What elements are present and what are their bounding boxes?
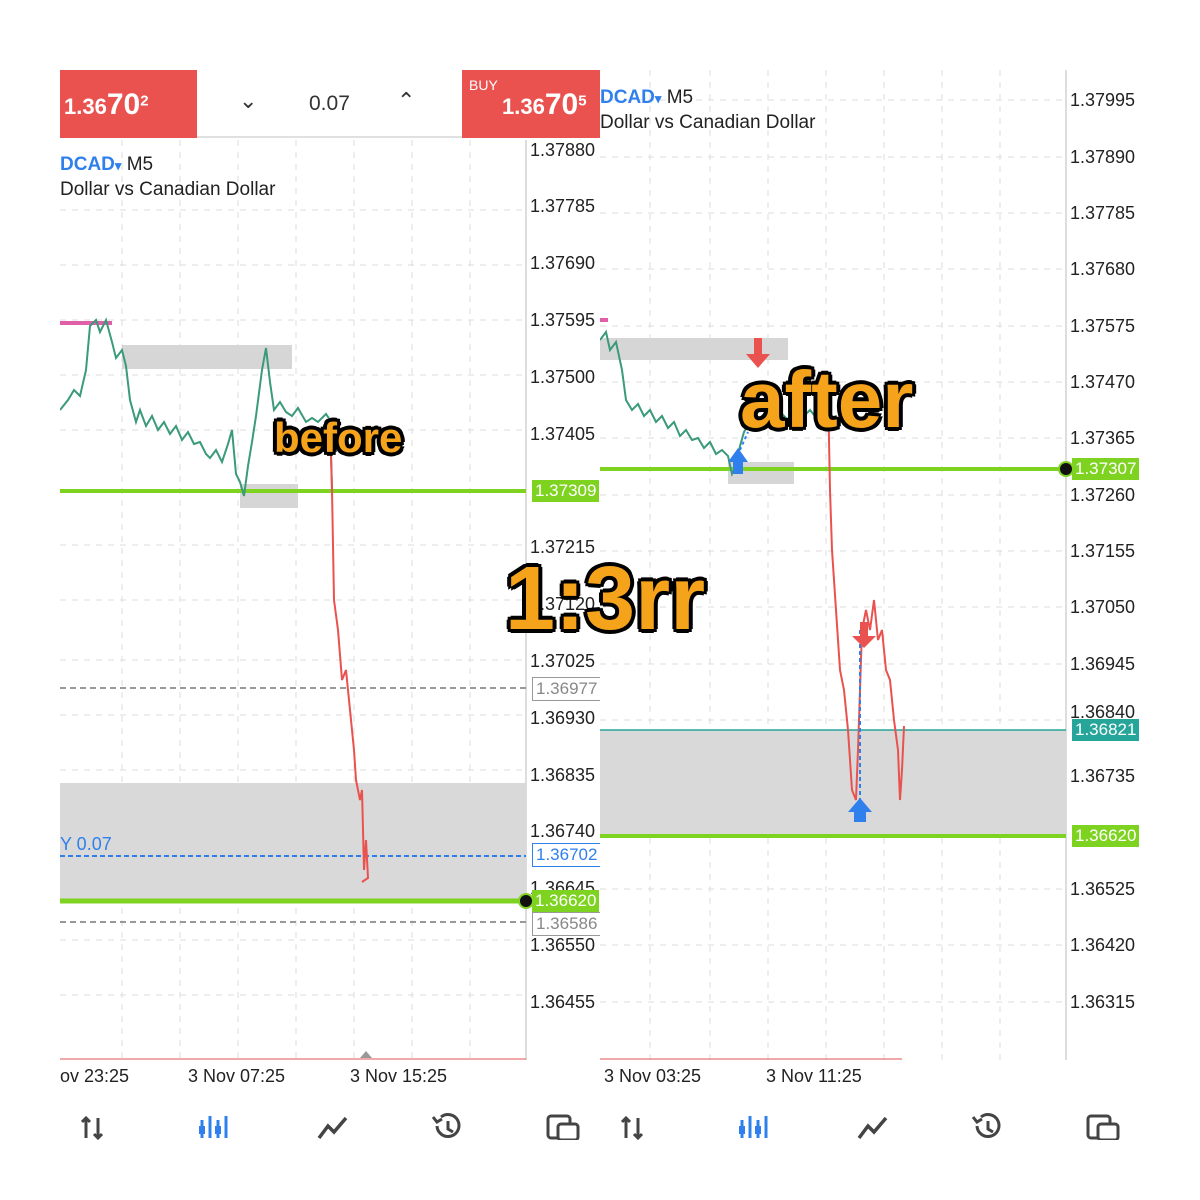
grid — [60, 140, 526, 1060]
supply-zone — [600, 338, 788, 360]
chart-icon[interactable] — [196, 1112, 230, 1140]
timeframe: M5 — [126, 154, 154, 175]
y-tick: 1.37785 — [1070, 203, 1136, 223]
y-tick: 1.36735 — [1070, 766, 1136, 786]
buy-arrow-icon — [728, 448, 748, 474]
stop-loss-price-tag: 1.37307 — [1072, 458, 1140, 480]
y-tick: 1.36930 — [530, 708, 596, 728]
sell-arrow-icon — [746, 338, 770, 368]
y-tick: 1.36455 — [530, 992, 596, 1012]
y-tick: 1.36420 — [1070, 935, 1136, 955]
demand-zone — [240, 484, 298, 508]
x-tick: 3 Nov 03:25 — [604, 1066, 702, 1086]
y-tick: 1.37785 — [530, 196, 596, 216]
target-zone — [600, 730, 1066, 836]
price-series — [600, 329, 833, 477]
y-tick: 1.37050 — [1070, 597, 1136, 617]
after-caption: after — [740, 355, 914, 444]
y-tick: 1.37890 — [1070, 147, 1136, 167]
x-tick: 3 Nov 11:25 — [766, 1066, 862, 1086]
y-tick: 1.37690 — [530, 253, 596, 273]
stop-loss-handle[interactable] — [1058, 461, 1074, 477]
chart-canvas-after[interactable] — [600, 70, 1140, 1140]
y-tick: 1.37995 — [1070, 90, 1136, 110]
before-caption: before — [274, 414, 403, 461]
x-tick: ov 23:25 — [60, 1066, 130, 1086]
y-tick: 1.36525 — [1070, 879, 1136, 899]
drop-series — [827, 389, 905, 801]
symbol-description: Dollar vs Canadian Dollar — [60, 179, 276, 200]
timeframe: M5 — [666, 87, 694, 108]
order-price-tag: 1.36702 — [532, 843, 600, 867]
volume-box: ⌄ 0.07 ⌃ — [197, 70, 462, 138]
order-label[interactable]: Y 0.07 — [60, 834, 112, 854]
risk-reward-caption: 1:3rr — [505, 549, 706, 649]
y-tick: 1.37155 — [1070, 541, 1136, 561]
take-profit-price-tag: 1.36620 — [1072, 825, 1140, 847]
sell-arrow-icon — [852, 622, 876, 648]
trade-bar: 1.36702 ⌄ 0.07 ⌃ BUY 1.36705 — [60, 70, 600, 138]
bottom-nav — [60, 1112, 600, 1140]
symbol-description: Dollar vs Canadian Dollar — [600, 112, 816, 133]
volume-increase-icon[interactable]: ⌃ — [397, 88, 416, 113]
grid — [600, 70, 1066, 1060]
take-profit-price-tag: 1.36620 — [532, 890, 600, 912]
close-price-tag: 1.36821 — [1072, 719, 1140, 741]
buy-button[interactable]: BUY 1.36705 — [462, 70, 600, 138]
y-tick: 1.37680 — [1070, 259, 1136, 279]
quotes-icon[interactable] — [78, 1112, 112, 1140]
trade-icon[interactable] — [856, 1112, 890, 1140]
y-tick: 1.37575 — [1070, 316, 1136, 336]
y-tick: 1.37260 — [1070, 485, 1136, 505]
price-series — [60, 317, 333, 497]
y-tick: 1.36550 — [530, 935, 596, 955]
y-tick: 1.37120 — [530, 594, 596, 614]
y-tick: 1.36315 — [1070, 992, 1136, 1012]
y-tick: 1.36740 — [530, 821, 596, 841]
grey-level-price-tag-bottom: 1.36586 — [532, 912, 600, 936]
chart-canvas-before[interactable] — [60, 70, 600, 1140]
timeline-marker-icon[interactable] — [360, 1051, 372, 1058]
y-tick: 1.36840 — [1070, 702, 1136, 722]
stop-loss-price-tag: 1.37309 — [532, 480, 600, 502]
quotes-icon[interactable] — [618, 1112, 652, 1140]
y-tick: 1.37025 — [530, 651, 596, 671]
y-tick: 1.37405 — [530, 424, 596, 444]
y-tick: 1.37880 — [530, 140, 596, 160]
trade-icon[interactable] — [316, 1112, 350, 1140]
drop-series — [329, 419, 370, 883]
messages-icon[interactable] — [546, 1112, 580, 1140]
y-tick: 1.37595 — [530, 310, 596, 330]
y-tick: 1.37215 — [530, 537, 596, 557]
grey-level-price-tag: 1.36977 — [532, 677, 600, 701]
history-icon[interactable] — [430, 1112, 464, 1140]
y-tick: 1.36835 — [530, 765, 596, 785]
y-tick: 1.37470 — [1070, 372, 1136, 392]
volume-input[interactable]: 0.07 — [309, 92, 350, 115]
chart-panel-before[interactable]: 1.36702 ⌄ 0.07 ⌃ BUY 1.36705 DCAD▾ M5 Do… — [60, 70, 600, 1140]
buy-arrow-icon — [848, 798, 872, 822]
x-tick: 3 Nov 07:25 — [188, 1066, 286, 1086]
sell-button[interactable]: 1.36702 — [60, 70, 197, 138]
y-tick: 1.36945 — [1070, 654, 1136, 674]
symbol-selector[interactable]: DCAD▾ M5 — [600, 87, 694, 108]
x-tick: 3 Nov 15:25 — [350, 1066, 448, 1086]
bottom-nav — [600, 1112, 1140, 1140]
messages-icon[interactable] — [1086, 1112, 1120, 1140]
chart-panel-after[interactable]: DCAD▾ M5 Dollar vs Canadian Dollar 1.379… — [600, 70, 1140, 1140]
volume-decrease-icon[interactable]: ⌄ — [239, 88, 258, 113]
y-tick: 1.37500 — [530, 367, 596, 387]
buy-label: BUY — [469, 77, 498, 93]
target-zone — [60, 783, 526, 903]
chart-icon[interactable] — [736, 1112, 770, 1140]
symbol-selector[interactable]: DCAD▾ M5 — [60, 154, 154, 175]
history-icon[interactable] — [970, 1112, 1004, 1140]
y-tick: 1.37365 — [1070, 428, 1136, 448]
